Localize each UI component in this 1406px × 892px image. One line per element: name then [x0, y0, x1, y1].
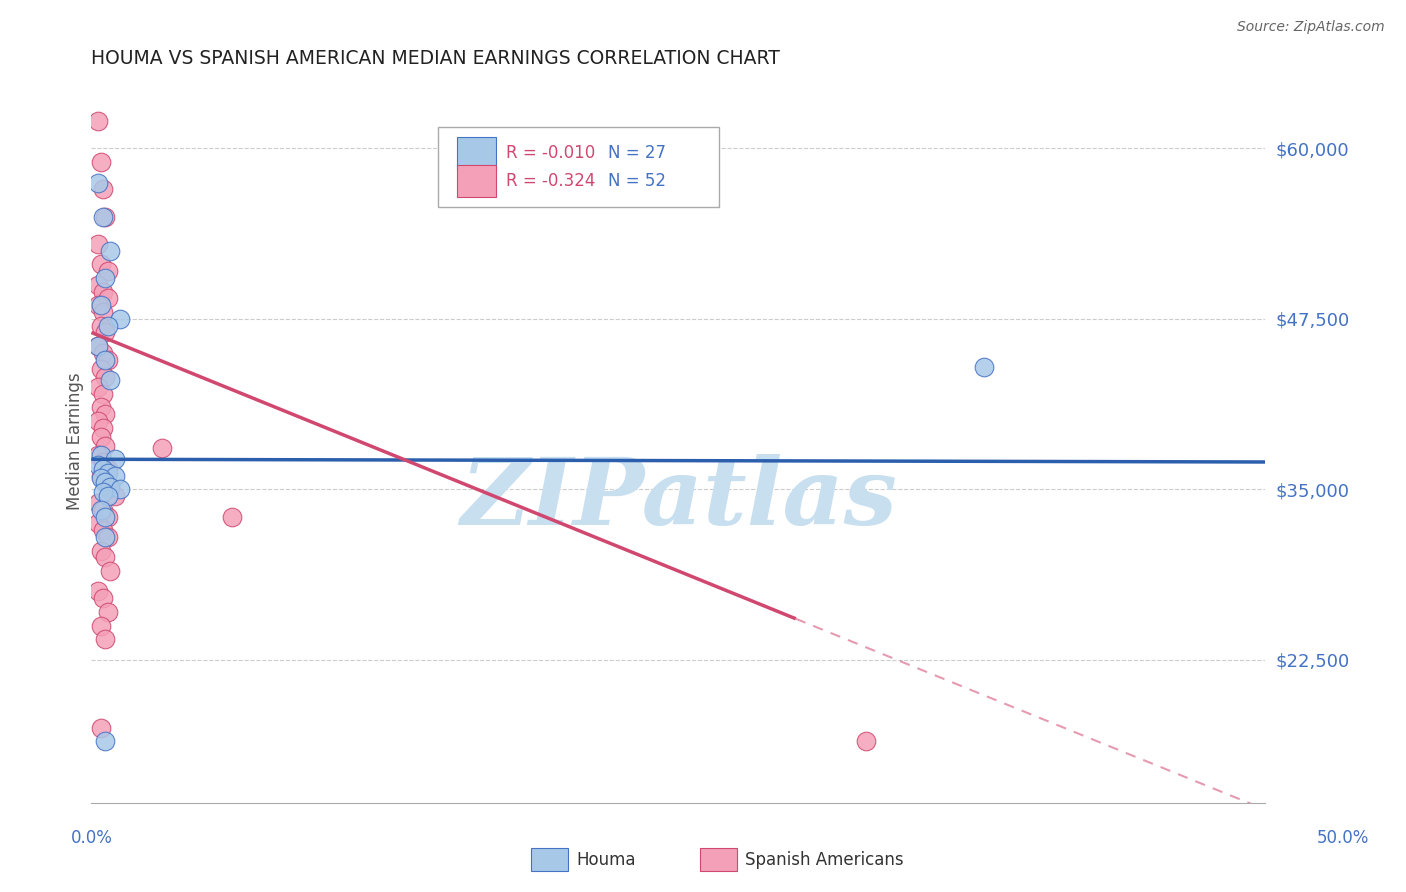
Point	[91, 346, 114, 360]
Point	[90, 471, 112, 485]
Text: Houma: Houma	[576, 851, 636, 869]
Point	[94, 407, 117, 421]
Point	[90, 401, 112, 415]
Point	[94, 550, 117, 565]
Point	[91, 591, 114, 606]
Point	[90, 543, 112, 558]
Point	[97, 292, 120, 306]
Point	[98, 373, 121, 387]
Text: N = 52: N = 52	[607, 172, 666, 190]
Point	[104, 468, 127, 483]
Point	[91, 455, 114, 469]
Point	[98, 244, 121, 258]
Y-axis label: Median Earnings: Median Earnings	[66, 373, 84, 510]
Point	[98, 482, 121, 496]
Point	[87, 236, 110, 251]
Point	[87, 277, 110, 292]
Point	[87, 176, 110, 190]
Point	[94, 370, 117, 384]
Point	[94, 509, 117, 524]
Point	[91, 485, 114, 500]
Text: R = -0.010: R = -0.010	[506, 144, 595, 161]
FancyBboxPatch shape	[457, 165, 496, 197]
Point	[98, 564, 121, 578]
Point	[90, 257, 112, 271]
Point	[87, 458, 110, 472]
Point	[90, 430, 112, 444]
Point	[87, 114, 110, 128]
Point	[108, 482, 131, 496]
FancyBboxPatch shape	[457, 136, 496, 169]
Point	[91, 305, 114, 319]
Point	[90, 502, 112, 516]
Point	[94, 734, 117, 748]
Text: Spanish Americans: Spanish Americans	[745, 851, 904, 869]
Point	[91, 523, 114, 537]
Point	[91, 285, 114, 299]
Point	[91, 387, 114, 401]
Point	[91, 502, 114, 516]
Point	[90, 298, 112, 312]
Point	[94, 326, 117, 340]
Point	[108, 311, 131, 326]
Point	[97, 466, 120, 480]
Text: ZIPatlas: ZIPatlas	[460, 454, 897, 544]
Text: HOUMA VS SPANISH AMERICAN MEDIAN EARNINGS CORRELATION CHART: HOUMA VS SPANISH AMERICAN MEDIAN EARNING…	[91, 48, 780, 68]
Point	[87, 414, 110, 428]
Point	[90, 155, 112, 169]
Text: 0.0%: 0.0%	[70, 829, 112, 847]
Point	[94, 475, 117, 490]
Point	[91, 462, 114, 476]
Point	[855, 734, 877, 748]
FancyBboxPatch shape	[437, 128, 720, 207]
Point	[94, 475, 117, 490]
Text: N = 27: N = 27	[607, 144, 666, 161]
Point	[97, 605, 120, 619]
Point	[221, 509, 243, 524]
Point	[94, 632, 117, 647]
Point	[87, 516, 110, 531]
Point	[94, 210, 117, 224]
Point	[87, 448, 110, 462]
Point	[97, 509, 120, 524]
Point	[973, 359, 995, 374]
Point	[90, 721, 112, 735]
Text: 50.0%: 50.0%	[1316, 829, 1369, 847]
Text: Source: ZipAtlas.com: Source: ZipAtlas.com	[1237, 21, 1385, 34]
Point	[97, 489, 120, 503]
Point	[94, 439, 117, 453]
Point	[97, 530, 120, 544]
Point	[98, 479, 121, 493]
Point	[91, 210, 114, 224]
Point	[90, 618, 112, 632]
Point	[97, 318, 120, 333]
Point	[94, 352, 117, 367]
Point	[97, 264, 120, 278]
Point	[90, 448, 112, 462]
Point	[87, 496, 110, 510]
Point	[94, 530, 117, 544]
Point	[150, 442, 173, 456]
Point	[87, 380, 110, 394]
Point	[87, 339, 110, 353]
Point	[97, 352, 120, 367]
Point	[91, 421, 114, 435]
Point	[97, 462, 120, 476]
Point	[90, 362, 112, 376]
Point	[104, 489, 127, 503]
Point	[87, 298, 110, 312]
Point	[90, 318, 112, 333]
Point	[90, 468, 112, 483]
Text: R = -0.324: R = -0.324	[506, 172, 595, 190]
Point	[94, 271, 117, 285]
Point	[87, 339, 110, 353]
Point	[87, 584, 110, 599]
Point	[91, 182, 114, 196]
Point	[104, 452, 127, 467]
